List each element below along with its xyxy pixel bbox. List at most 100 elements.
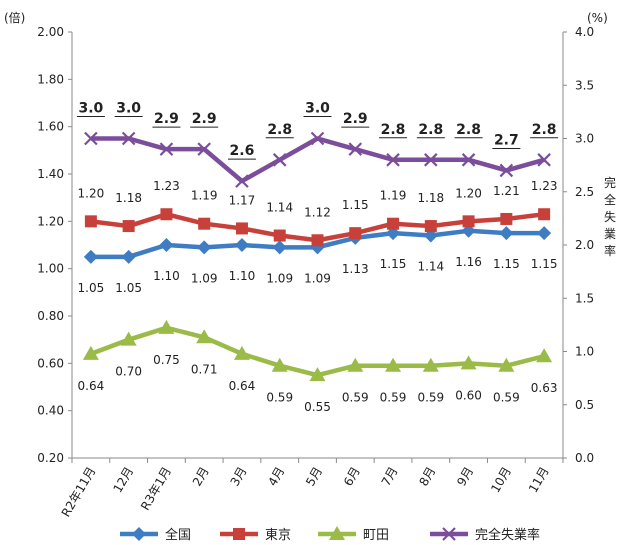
legend: 全国 東京 町田 完全失業率 bbox=[120, 526, 540, 543]
data-label-tokyo: 1.19 bbox=[380, 189, 407, 203]
x-tick-label: 8月 bbox=[416, 465, 438, 489]
legend-swatch-marker bbox=[329, 526, 345, 540]
data-label-unemployment: 3.0 bbox=[78, 101, 103, 117]
left-tick-label: 0.60 bbox=[37, 356, 64, 370]
data-label-unemployment: 2.8 bbox=[381, 122, 406, 138]
marker-unemployment bbox=[537, 153, 551, 167]
data-label-zenkoku: 1.05 bbox=[78, 281, 105, 295]
x-tick-label: 7月 bbox=[379, 465, 401, 489]
data-label-zenkoku: 1.16 bbox=[455, 255, 482, 269]
data-label-tokyo: 1.23 bbox=[531, 179, 558, 193]
legend-label: 完全失業率 bbox=[475, 527, 540, 543]
data-label-zenkoku: 1.14 bbox=[417, 260, 444, 274]
left-axis-unit: (倍) bbox=[4, 10, 25, 25]
x-tick-label: 9月 bbox=[454, 465, 476, 489]
marker-machida bbox=[82, 345, 99, 360]
data-label-tokyo: 1.15 bbox=[342, 198, 369, 212]
series-layer bbox=[82, 131, 553, 382]
data-label-tokyo: 1.20 bbox=[78, 186, 105, 200]
data-label-machida: 0.75 bbox=[153, 353, 180, 367]
right-tick-label: 1.5 bbox=[575, 291, 594, 305]
legend-label: 町田 bbox=[363, 528, 389, 543]
data-label-machida: 0.64 bbox=[78, 379, 105, 393]
left-tick-label: 0.20 bbox=[37, 451, 64, 465]
legend-swatch-marker bbox=[132, 527, 146, 541]
x-axis: R2年11月 12月 R3年1月 2月 3月 4月 5月 6月 7月 8月 9月 10月 11月 bbox=[59, 457, 564, 520]
marker-tokyo bbox=[273, 229, 286, 242]
data-label-tokyo: 1.19 bbox=[191, 189, 218, 203]
marker-unemployment bbox=[424, 153, 438, 167]
x-tick-label: 5月 bbox=[303, 465, 325, 489]
series-line-unemployment bbox=[90, 136, 545, 184]
series-tokyo bbox=[84, 208, 551, 247]
data-label-zenkoku: 1.10 bbox=[153, 269, 180, 283]
right-tick-label: 2.5 bbox=[575, 185, 594, 199]
marker-tokyo bbox=[122, 220, 135, 233]
data-label-machida: 0.59 bbox=[380, 391, 407, 405]
legend-swatch-marker bbox=[233, 528, 245, 540]
right-tick-label: 2.0 bbox=[575, 238, 594, 252]
data-label-unemployment: 2.6 bbox=[230, 143, 255, 159]
data-label-zenkoku: 1.15 bbox=[493, 257, 520, 271]
marker-unemployment bbox=[499, 163, 514, 178]
x-tick-label: R3年1月 bbox=[138, 465, 174, 513]
data-label-zenkoku: 1.09 bbox=[304, 271, 331, 285]
marker-unemployment bbox=[386, 153, 400, 167]
marker-zenkoku bbox=[197, 240, 212, 255]
left-tick-label: 1.60 bbox=[37, 120, 64, 134]
data-label-tokyo: 1.21 bbox=[493, 184, 520, 198]
marker-unemployment bbox=[159, 142, 174, 156]
x-tick-label: R2年11月 bbox=[59, 465, 99, 520]
marker-machida bbox=[196, 329, 213, 344]
data-label-unemployment: 2.8 bbox=[456, 122, 481, 138]
data-label-machida: 0.59 bbox=[342, 391, 369, 405]
data-label-tokyo: 1.14 bbox=[266, 201, 293, 215]
right-axis-title-char: 完 bbox=[604, 175, 616, 190]
right-tick-label: 3.0 bbox=[575, 132, 594, 146]
left-tick-label: 1.80 bbox=[37, 72, 64, 86]
data-label-zenkoku: 1.13 bbox=[342, 262, 369, 276]
data-label-unemployment: 3.0 bbox=[305, 101, 330, 117]
data-label-zenkoku: 1.05 bbox=[115, 281, 142, 295]
marker-tokyo bbox=[349, 227, 362, 240]
marker-tokyo bbox=[500, 212, 513, 225]
left-axis: 0.20 0.40 0.60 0.80 1.00 1.20 1.40 1.60 1.80 2.00… bbox=[4, 10, 73, 465]
data-label-unemployment: 2.8 bbox=[267, 122, 292, 138]
data-label-tokyo: 1.23 bbox=[153, 179, 180, 193]
legend-swatch-marker bbox=[442, 527, 456, 541]
right-tick-label: 1.0 bbox=[575, 345, 594, 359]
data-labels: 1.05 1.05 1.10 1.09 1.10 1.09 1.09 1.13 1.15 1.14… bbox=[76, 101, 559, 414]
data-label-tokyo: 1.20 bbox=[455, 186, 482, 200]
marker-unemployment bbox=[310, 131, 325, 146]
right-tick-label: 3.5 bbox=[575, 78, 594, 92]
data-label-unemployment: 2.8 bbox=[418, 122, 443, 138]
series-zenkoku bbox=[83, 223, 552, 264]
x-tick-label: 6月 bbox=[341, 465, 363, 489]
marker-machida bbox=[233, 345, 250, 360]
marker-zenkoku bbox=[499, 226, 514, 241]
marker-machida bbox=[271, 357, 288, 372]
marker-machida bbox=[158, 319, 175, 334]
data-label-unemployment: 3.0 bbox=[116, 101, 141, 117]
data-label-tokyo: 1.18 bbox=[417, 191, 444, 205]
legend-item-zenkoku: 全国 bbox=[120, 527, 191, 543]
data-label-unemployment: 2.9 bbox=[154, 111, 179, 127]
left-tick-label: 0.80 bbox=[37, 309, 64, 323]
data-label-tokyo: 1.12 bbox=[304, 205, 331, 219]
marker-tokyo bbox=[84, 215, 97, 228]
data-label-unemployment: 2.9 bbox=[192, 111, 217, 127]
data-label-machida: 0.55 bbox=[304, 400, 331, 414]
marker-machida bbox=[385, 357, 402, 372]
right-axis-title-char: 全 bbox=[604, 192, 616, 207]
right-axis-title-char: 率 bbox=[604, 243, 616, 258]
data-label-machida: 0.64 bbox=[229, 379, 256, 393]
x-tick-label: 10月 bbox=[488, 465, 514, 496]
right-axis-title-char: 失 bbox=[604, 209, 616, 224]
marker-tokyo bbox=[462, 215, 475, 228]
data-label-tokyo: 1.18 bbox=[115, 191, 142, 205]
data-label-machida: 0.59 bbox=[493, 391, 520, 405]
data-label-zenkoku: 1.10 bbox=[229, 269, 256, 283]
right-tick-label: 0.5 bbox=[575, 398, 594, 412]
marker-zenkoku bbox=[272, 240, 287, 255]
